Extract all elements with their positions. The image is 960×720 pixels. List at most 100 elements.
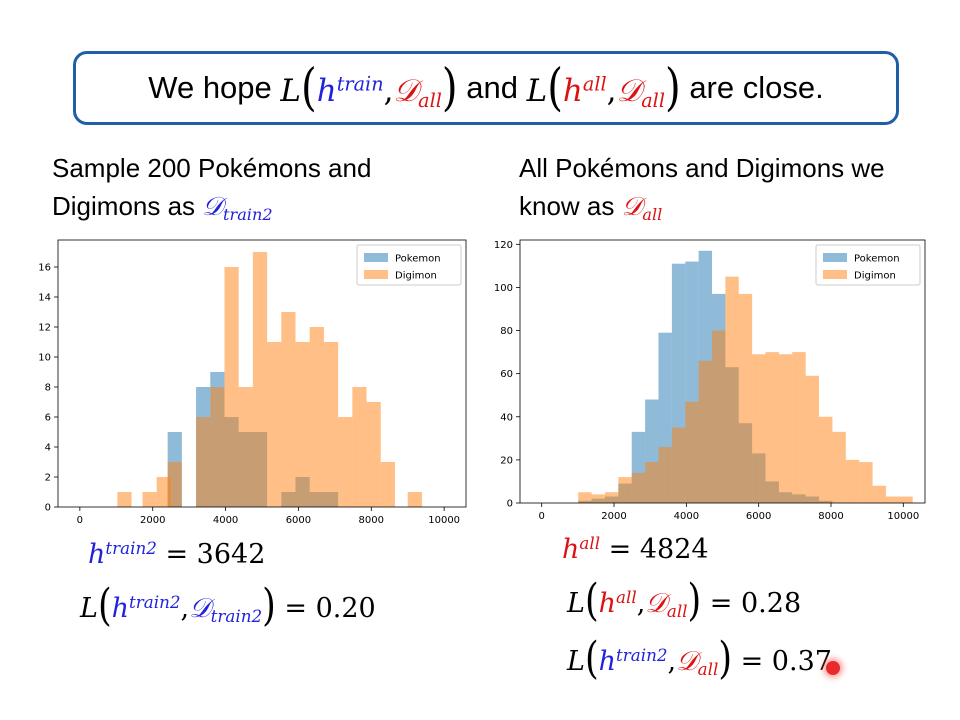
digimon-bar-8 (685, 401, 699, 503)
digimon-bar-10 (712, 330, 726, 503)
digimon-bar-0 (578, 492, 592, 503)
digimon-bar-24 (899, 496, 913, 503)
digimon-bar-2 (156, 477, 171, 507)
digimon-bar-7 (671, 427, 686, 503)
digimon-bar-6 (224, 267, 239, 507)
statement-banner: We hope L(htrain,𝒟all) and L(hall,𝒟all) … (73, 51, 899, 125)
right-h-formula: hall = 4824 (562, 533, 709, 566)
pokemon-legend-swatch (823, 253, 847, 262)
plot-frame (519, 239, 926, 504)
x-tick-label: 0 (77, 515, 83, 526)
right-caption-line2: know as 𝒟all (519, 191, 663, 224)
x-tick-label: 6000 (746, 511, 771, 522)
digimon-bar-8 (252, 252, 268, 507)
x-tick-label: 4000 (674, 511, 699, 522)
banner-and: and (457, 70, 527, 105)
x-tick-label: 8000 (818, 511, 843, 522)
digimon-bar-4 (196, 417, 211, 507)
digimon-bar-16 (792, 352, 806, 503)
y-tick-label: 10 (38, 353, 51, 364)
left-caption: Sample 200 Pokémons and Digimons as 𝒟tra… (52, 149, 371, 234)
digimon-bar-10 (281, 312, 296, 507)
digimon-legend-swatch (364, 270, 388, 279)
digimon-bar-21 (859, 462, 873, 503)
x-tick-label: 2000 (140, 515, 165, 526)
left-histogram: 0 2000 4000 6000 8000 10000 0 2 4 6 8 10 12 14 16 Pokem… (38, 239, 467, 526)
x-tick-label: 8000 (359, 515, 384, 526)
x-tick-label: 10000 (887, 511, 919, 522)
y-tick-label: 12 (38, 323, 51, 334)
right-caption-line1: All Pokémons and Digimons we (519, 153, 885, 183)
y-tick-label: 2 (45, 473, 51, 484)
laser-pointer (826, 661, 840, 675)
y-tick-label: 80 (500, 326, 513, 337)
digimon-bar-12 (309, 327, 324, 507)
y-tick-label: 8 (45, 383, 51, 394)
digimon-bar-12 (738, 293, 753, 503)
y-tick-label: 60 (500, 369, 513, 380)
x-tick-label: 6000 (286, 515, 311, 526)
digimon-bar-2 (604, 492, 619, 503)
digimon-bar-9 (698, 360, 713, 503)
digimon-legend-swatch (823, 270, 847, 279)
x-tick-label: 2000 (601, 511, 626, 522)
right-loss-all-formula: L(hall,𝒟all) = 0.28 (567, 574, 802, 627)
digimon-bar-14 (765, 352, 779, 503)
y-tick-label: 0 (507, 499, 513, 510)
digimon-bar-18 (407, 492, 422, 507)
digimon-bar-18 (819, 416, 833, 503)
digimon-bar-9 (267, 342, 282, 507)
y-tick-label: 16 (38, 263, 51, 274)
digimon-bar-16 (366, 402, 381, 507)
digimon-legend-label: Digimon (395, 271, 437, 282)
digimon-bar-11 (295, 342, 310, 507)
y-tick-label: 20 (500, 455, 513, 466)
digimon-bar-5 (645, 462, 659, 503)
y-tick-label: 100 (494, 283, 513, 294)
digimon-bar-19 (832, 431, 846, 503)
banner-suffix: are close. (680, 70, 824, 105)
digimon-legend-label: Digimon (854, 271, 896, 282)
y-tick-label: 14 (38, 293, 51, 304)
y-tick-label: 120 (494, 240, 513, 251)
digimon-bar-17 (805, 375, 820, 503)
digimon-bar-23 (885, 496, 900, 503)
banner-loss-train: L(htrain,𝒟all) (280, 58, 458, 117)
plot-frame (57, 239, 467, 508)
y-tick-label: 0 (45, 503, 51, 514)
digimon-bar-1 (142, 492, 157, 507)
pokemon-legend-label: Pokemon (854, 254, 900, 265)
left-caption-line2: Digimons as 𝒟train2 (52, 191, 273, 224)
digimon-bar-3 (167, 462, 182, 507)
right-loss-train-formula: L(htrain2,𝒟all) = 0.37 (567, 632, 832, 685)
digimon-bar-4 (631, 472, 646, 503)
digimon-bar-14 (338, 417, 353, 507)
x-tick-label: 10000 (428, 515, 460, 526)
banner-loss-all: L(hall,𝒟all) (526, 58, 681, 117)
digimon-bar-1 (591, 494, 605, 503)
digimon-bar-7 (238, 387, 253, 507)
digimon-bar-22 (872, 485, 886, 503)
x-tick-label: 0 (539, 511, 545, 522)
digimon-bar-13 (752, 354, 766, 503)
left-caption-line1: Sample 200 Pokémons and (52, 153, 372, 183)
y-tick-label: 40 (500, 412, 513, 423)
digimon-bar-15 (352, 387, 367, 507)
y-tick-label: 4 (45, 443, 51, 454)
digimon-bar-0 (117, 492, 132, 507)
right-caption: All Pokémons and Digimons we know as 𝒟al… (519, 149, 885, 234)
pokemon-legend-swatch (364, 253, 388, 262)
digimon-bar-15 (778, 354, 793, 503)
banner-prefix: We hope (148, 70, 281, 105)
y-tick-label: 6 (45, 413, 51, 424)
digimon-bar-3 (618, 477, 632, 503)
digimon-bar-17 (380, 462, 395, 507)
left-h-formula: htrain2 = 3642 (88, 538, 266, 571)
digimon-bar-11 (725, 276, 739, 503)
digimon-bar-6 (658, 446, 672, 503)
digimon-bar-20 (845, 459, 860, 503)
right-histogram: 0 2000 4000 6000 8000 10000 0 20 40 60 80 100 120 Pok… (494, 239, 926, 522)
digimon-bar-5 (210, 387, 225, 507)
x-tick-label: 4000 (213, 515, 238, 526)
pokemon-legend-label: Pokemon (395, 254, 441, 265)
